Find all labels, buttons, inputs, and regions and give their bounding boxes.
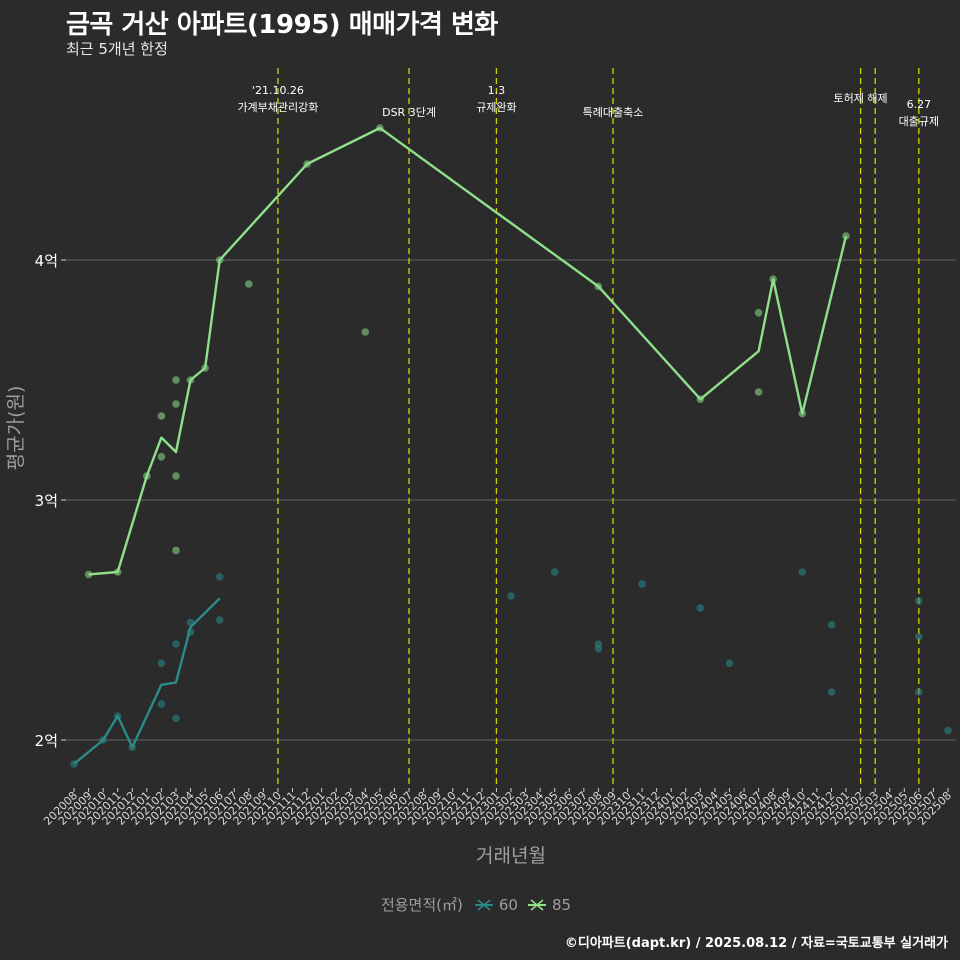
legend-title: 전용면적(㎡) <box>380 896 463 914</box>
data-point-60 <box>638 580 646 588</box>
data-point-60 <box>827 621 836 629</box>
legend-item-85: 85 <box>526 896 571 914</box>
data-point-60 <box>915 633 923 641</box>
data-point-60 <box>915 688 923 696</box>
legend: 전용면적(㎡) 60 85 <box>0 894 960 915</box>
data-point-85 <box>303 160 311 168</box>
data-point-60 <box>827 688 836 696</box>
data-point-85 <box>172 472 180 480</box>
series-line-85 <box>88 126 848 576</box>
data-point-85 <box>113 568 122 576</box>
y-tick-label: 3억 <box>35 492 58 510</box>
data-point-60 <box>128 743 137 751</box>
annotation-label: 규제완화 <box>476 101 516 114</box>
data-point-85 <box>361 328 370 336</box>
data-point-60 <box>172 714 180 723</box>
data-point-85 <box>143 472 151 480</box>
data-point-85 <box>376 124 384 132</box>
data-point-60 <box>215 616 224 624</box>
data-point-60 <box>70 760 78 768</box>
data-point-85 <box>84 570 93 579</box>
legend-key-85-icon <box>527 898 546 911</box>
data-point-60 <box>944 726 952 735</box>
annotation-label: 1.3 <box>488 84 506 97</box>
data-point-60 <box>696 604 705 612</box>
data-point-60 <box>113 712 122 720</box>
data-point-60 <box>157 659 166 667</box>
data-point-60 <box>215 573 224 581</box>
data-point-85 <box>594 282 603 291</box>
legend-label-85: 85 <box>551 895 572 914</box>
data-point-60 <box>550 568 559 576</box>
y-tick-label: 4억 <box>35 252 58 270</box>
data-point-85 <box>754 309 763 317</box>
data-point-85 <box>157 412 166 420</box>
data-point-60 <box>594 645 603 653</box>
annotation-label: 가계부채관리강화 <box>237 101 318 114</box>
series-lines <box>73 126 848 765</box>
annotation-label: DSR 3단계 <box>382 106 436 119</box>
data-point-85 <box>798 409 807 418</box>
legend-key-60-icon <box>474 898 493 911</box>
data-point-60 <box>99 736 107 744</box>
data-point-60 <box>157 700 166 708</box>
chart-subtitle: 최근 5개년 한정 <box>66 40 168 58</box>
data-point-85 <box>769 275 777 284</box>
annotation-label: 대출규제 <box>899 115 939 128</box>
annotation-label: 토허제 해제 <box>834 91 888 105</box>
data-point-85 <box>201 364 209 372</box>
data-point-85 <box>842 232 850 240</box>
data-point-85 <box>186 376 195 384</box>
x-axis-title: 거래년월 <box>476 845 546 867</box>
y-tick-label: 2억 <box>35 732 58 750</box>
data-point-60 <box>915 597 923 605</box>
data-point-60 <box>507 592 515 600</box>
legend-item-60: 60 <box>473 896 518 914</box>
data-point-60 <box>186 628 195 636</box>
data-point-60 <box>186 618 195 627</box>
series-points <box>70 124 952 768</box>
series-line-60 <box>73 597 221 765</box>
data-point-85 <box>172 546 180 555</box>
data-point-85 <box>172 400 180 408</box>
data-point-85 <box>172 376 180 384</box>
data-point-60 <box>725 659 734 667</box>
y-axis-title: 평균가(원) <box>5 386 27 471</box>
data-point-85 <box>696 395 705 404</box>
legend-label-60: 60 <box>498 895 518 914</box>
annotation-label: '21.10.26 <box>252 84 304 97</box>
annotation-label: 6.27 <box>907 98 932 111</box>
gridlines <box>66 259 956 741</box>
data-point-60 <box>172 640 180 648</box>
chart-title: 금곡 거산 아파트(1995) 매매가격 변화 <box>66 10 498 40</box>
source-caption: ©디아파트(dapt.kr) / 2025.08.12 / 자료=국토교통부 실… <box>564 936 948 951</box>
data-point-85 <box>754 388 763 396</box>
annotation-label: 특례대출축소 <box>583 106 644 119</box>
data-point-60 <box>798 568 807 576</box>
data-point-85 <box>157 453 166 461</box>
data-point-85 <box>215 256 224 264</box>
policy-annotations: '21.10.26 가계부채관리강화 DSR 3단계 1.3 규제완화 특례대출축소 토허제… <box>237 68 939 788</box>
data-point-85 <box>245 280 253 288</box>
axes: 2억3억4억2020082020092020102020112020122021… <box>5 252 954 867</box>
